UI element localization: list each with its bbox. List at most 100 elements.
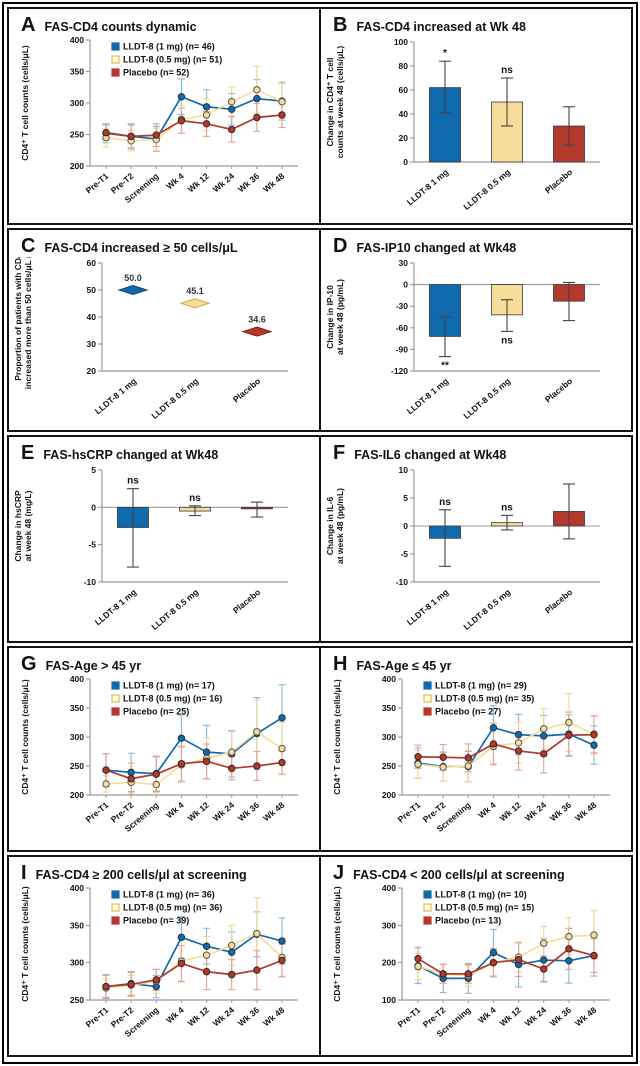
svg-text:Wk 24: Wk 24 <box>211 1005 236 1029</box>
panel-header: H FAS-Age ≤ 45 yr <box>325 650 627 675</box>
y-axis-label: Change in IP-10at week 48 (pg/mL) <box>326 279 345 355</box>
svg-text:LLDT-8 0.5 mg: LLDT-8 0.5 mg <box>461 167 512 212</box>
svg-text:40: 40 <box>399 109 409 119</box>
svg-text:Pre-T1: Pre-T1 <box>396 800 423 825</box>
svg-text:Wk 36: Wk 36 <box>236 800 261 824</box>
chart-cd4-under-200: 100 200 300 400 CD4⁺ T cell counts (cells/μL… <box>332 884 610 1039</box>
svg-text:40: 40 <box>87 312 97 322</box>
panel-i: I FAS-CD4 ≥ 200 cells/μl at screening 25… <box>9 857 319 1055</box>
panel-header: F FAS-IL6 changed at Wk48 <box>325 439 627 464</box>
panel-letter: A <box>21 14 36 36</box>
chart-hscrp-change: 5 0 -5 -10 Change in hsCRPat week 48 (mg/L) L… <box>14 465 288 632</box>
series-placebo <box>102 757 286 783</box>
plot-area: 200 250 300 350 400 CD4⁺ T cell counts (cells… <box>20 675 298 834</box>
svg-text:Placebo: Placebo <box>543 587 574 616</box>
chart-cd4-over-200: 250 300 350 400 CD4⁺ T cell counts (cells/μL… <box>20 884 298 1039</box>
plot-area: 5 0 -5 -10 Change in hsCRPat week 48 (mg/L) L… <box>14 465 288 632</box>
y-axis-label: CD4⁺ T cell counts (cells/μL) <box>20 679 30 795</box>
svg-text:300: 300 <box>382 732 396 742</box>
svg-text:Pre-T1: Pre-T1 <box>396 1005 423 1030</box>
svg-text:Placebo: Placebo <box>231 376 262 405</box>
plot-area: 0 20 40 60 80 100 Change in CD4⁺ T cellcounts … <box>326 37 600 212</box>
panel-header: A FAS-CD4 counts dynamic <box>13 11 315 36</box>
svg-text:Pre-T1: Pre-T1 <box>84 171 111 196</box>
svg-text:20: 20 <box>87 366 97 376</box>
svg-text:20: 20 <box>399 133 409 143</box>
svg-text:400: 400 <box>70 36 84 45</box>
series-placebo <box>102 111 286 141</box>
y-axis-label: Change in hsCRPat week 48 (mg/L) <box>14 490 33 562</box>
panel-title: FAS-CD4 increased at Wk 48 <box>356 20 526 34</box>
y-axis-label: CD4⁺ T cell counts (cells/μL) <box>332 886 342 1002</box>
svg-text:400: 400 <box>70 675 84 684</box>
svg-text:Placebo: Placebo <box>543 376 574 405</box>
series-placebo <box>414 945 598 978</box>
svg-text:Placebo (n= 27): Placebo (n= 27) <box>435 707 501 717</box>
panel-d: D FAS-IP10 changed at Wk48 30 0 -30 -60 -90 -… <box>319 230 631 430</box>
panel-title: FAS-Age > 45 yr <box>45 659 142 673</box>
svg-text:200: 200 <box>70 161 84 171</box>
panel-header: D FAS-IP10 changed at Wk48 <box>325 232 627 257</box>
panel-letter: F <box>333 442 346 464</box>
y-axis-label: Change in CD4⁺ T cellcounts at week 48 (… <box>326 46 345 159</box>
svg-text:Wk 36: Wk 36 <box>236 1005 261 1029</box>
legend: LLDT-8 (1 mg) (n= 17) LLDT-8 (0.5 mg) (n=… <box>111 681 222 717</box>
panel-title: FAS-IL6 changed at Wk48 <box>354 448 507 462</box>
svg-text:Wk 4: Wk 4 <box>164 171 186 192</box>
legend: LLDT-8 (1 mg) (n= 29) LLDT-8 (0.5 mg) (n=… <box>423 681 534 717</box>
svg-text:LLDT-8 (1 mg) (n= 17): LLDT-8 (1 mg) (n= 17) <box>123 681 215 691</box>
svg-text:300: 300 <box>70 98 84 108</box>
svg-text:350: 350 <box>70 703 84 713</box>
svg-text:300: 300 <box>382 920 396 930</box>
svg-text:300: 300 <box>70 732 84 742</box>
svg-text:0: 0 <box>91 502 96 512</box>
svg-text:0: 0 <box>403 280 408 290</box>
svg-text:30: 30 <box>87 339 97 349</box>
svg-text:LLDT-8 1 mg: LLDT-8 1 mg <box>93 376 139 416</box>
svg-text:Placebo (n= 25): Placebo (n= 25) <box>123 707 189 717</box>
svg-text:45.1: 45.1 <box>186 286 204 296</box>
svg-text:Wk 24: Wk 24 <box>211 171 236 195</box>
svg-text:50: 50 <box>87 285 97 295</box>
svg-text:LLDT-8 0.5 mg: LLDT-8 0.5 mg <box>149 376 200 421</box>
svg-text:LLDT-8 (0.5 mg) (n= 35): LLDT-8 (0.5 mg) (n= 35) <box>435 694 534 704</box>
svg-text:Placebo: Placebo <box>543 167 574 196</box>
diamond-2 <box>241 326 273 337</box>
chart-cd4-increase-wk48: 0 20 40 60 80 100 Change in CD4⁺ T cellcounts … <box>326 37 600 212</box>
svg-text:350: 350 <box>70 920 84 930</box>
panel-header: B FAS-CD4 increased at Wk 48 <box>325 11 627 36</box>
svg-text:60: 60 <box>87 258 97 268</box>
svg-text:*: * <box>443 48 447 59</box>
svg-text:LLDT-8 (1 mg) (n= 10): LLDT-8 (1 mg) (n= 10) <box>435 890 527 900</box>
svg-text:Wk 12: Wk 12 <box>498 1005 523 1029</box>
svg-text:ns: ns <box>127 476 139 487</box>
svg-text:LLDT-8 1 mg: LLDT-8 1 mg <box>405 376 451 416</box>
svg-text:30: 30 <box>399 258 409 268</box>
svg-text:400: 400 <box>382 884 396 893</box>
plot-area: 30 0 -30 -60 -90 -120 Change in IP-10at week 4… <box>326 258 600 421</box>
panel-h: H FAS-Age ≤ 45 yr 200 250 300 350 400 CD4⁺ T … <box>319 648 631 850</box>
plot-area: 10 5 0 -5 -10 Change in IL-6at week 48 (pg/mL… <box>326 465 600 632</box>
panel-a: A FAS-CD4 counts dynamic 200 250 300 350 400… <box>9 9 319 223</box>
plot-area: 20 30 40 50 60 Proportion of patients with CD… <box>14 257 288 421</box>
panel-g: G FAS-Age > 45 yr 200 250 300 350 400 CD4⁺ T … <box>9 648 319 850</box>
svg-text:LLDT-8 (0.5 mg) (n= 51): LLDT-8 (0.5 mg) (n= 51) <box>123 55 222 65</box>
svg-text:ns: ns <box>501 335 513 346</box>
panel-letter: D <box>333 235 348 257</box>
svg-text:Placebo (n= 13): Placebo (n= 13) <box>435 916 501 926</box>
panel-j: J FAS-CD4 < 200 cells/μl at screening 10… <box>319 857 631 1055</box>
figure-row-3: E FAS-hsCRP changed at Wk48 5 0 -5 -10 Chang… <box>7 435 633 643</box>
plot-area: 100 200 300 400 CD4⁺ T cell counts (cells/μL… <box>332 884 610 1039</box>
svg-text:ns: ns <box>501 502 513 513</box>
legend: LLDT-8 (1 mg) (n= 10) LLDT-8 (0.5 mg) (n=… <box>423 890 534 926</box>
series-placebo <box>102 956 286 991</box>
svg-text:100: 100 <box>394 37 408 47</box>
svg-text:-60: -60 <box>396 323 409 333</box>
svg-text:-10: -10 <box>84 577 97 587</box>
svg-text:Placebo (n= 39): Placebo (n= 39) <box>123 916 189 926</box>
svg-text:Placebo: Placebo <box>231 587 262 616</box>
svg-text:Pre-T1: Pre-T1 <box>84 800 111 825</box>
svg-text:Wk 24: Wk 24 <box>523 1005 548 1029</box>
svg-text:LLDT-8 (0.5 mg) (n= 15): LLDT-8 (0.5 mg) (n= 15) <box>435 903 534 913</box>
chart-il6-change: 10 5 0 -5 -10 Change in IL-6at week 48 (pg/mL… <box>326 465 600 632</box>
